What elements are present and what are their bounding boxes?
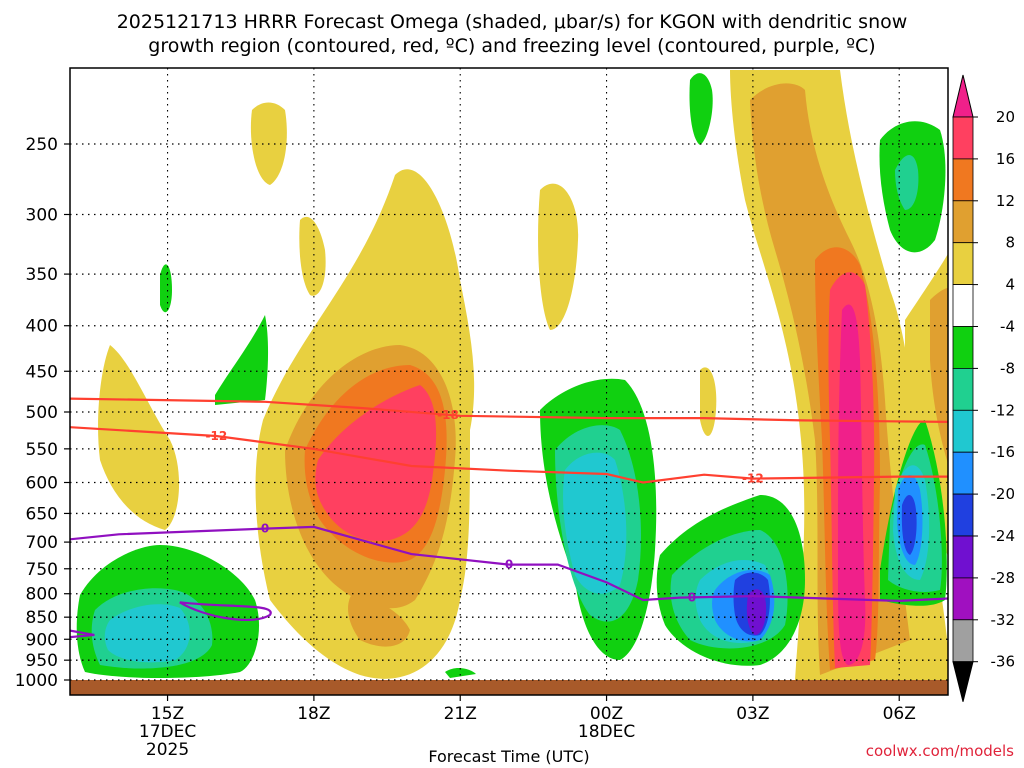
- colorbar: 20 16 12 8 4 -4 -8 -12 -16 -20 -24 -28 -32 -36: [952, 74, 1016, 702]
- x-tick-date: 17DEC: [139, 722, 196, 742]
- footer-url[interactable]: coolwx.com/models: [866, 742, 1014, 760]
- colorbar-label: -20: [991, 485, 1016, 503]
- ground-band: [70, 680, 948, 695]
- colorbar-swatch: [952, 367, 974, 411]
- colorbar-label: 20: [996, 108, 1015, 126]
- contour-label: 0: [505, 558, 513, 572]
- colorbar-label: -8: [1000, 359, 1015, 377]
- colorbar-swatch: [952, 326, 974, 369]
- colorbar-swatch: [952, 158, 974, 202]
- colorbar-swatch: [952, 493, 974, 537]
- colorbar-swatch: [952, 284, 974, 327]
- colorbar-label: 12: [996, 192, 1015, 210]
- y-tick-label: 400: [26, 317, 58, 337]
- contours: -18 -12 -12 0 0 0: [70, 397, 948, 639]
- omega-shading: [76, 70, 948, 680]
- colorbar-swatch: [952, 116, 974, 160]
- colorbar-label: -16: [991, 443, 1016, 461]
- y-tick-label: 700: [26, 533, 58, 553]
- omega-neg-region: [104, 604, 190, 663]
- colorbar-swatch: [952, 242, 974, 285]
- omega-pos-region: [299, 216, 326, 296]
- omega-neg-region: [895, 155, 919, 210]
- y-tick-label: 500: [26, 403, 58, 423]
- y-tick-label: 350: [26, 265, 58, 285]
- omega-neg-region: [901, 494, 917, 555]
- colorbar-label: -28: [991, 569, 1016, 587]
- x-tick-label: 03Z: [736, 704, 769, 724]
- colorbar-label: 8: [1005, 234, 1015, 252]
- y-tick-label: 300: [26, 205, 58, 225]
- contour-freezing-level-loop: [179, 601, 272, 622]
- colorbar-label: -32: [991, 611, 1016, 629]
- y-axis: 2503003504004505005506006507007508008509…: [15, 135, 70, 691]
- contour-label: -12: [205, 429, 227, 443]
- colorbar-label: 4: [1005, 276, 1015, 294]
- x-tick-label: 15Z: [151, 704, 184, 724]
- omega-neg-region: [445, 667, 476, 678]
- omega-pos-region: [98, 345, 180, 530]
- x-axis-label: Forecast Time (UTC): [428, 747, 589, 766]
- contour-freezing-level: [70, 525, 948, 603]
- omega-pos-region: [315, 385, 437, 541]
- colorbar-swatch: [952, 577, 974, 621]
- colorbar-top-arrow: [952, 74, 974, 118]
- omega-pos-region: [538, 183, 579, 330]
- y-tick-label: 250: [26, 135, 58, 155]
- y-tick-label: 850: [26, 608, 58, 628]
- omega-neg-region: [563, 452, 627, 594]
- chart-title-line2: growth region (contoured, red, ºC) and f…: [148, 35, 875, 57]
- plot-frame: [69, 67, 949, 696]
- contour-label: -12: [742, 472, 764, 486]
- colorbar-label: 16: [996, 150, 1015, 168]
- colorbar-swatch: [952, 451, 974, 495]
- gridlines: [70, 68, 948, 681]
- colorbar-bottom-arrow: [952, 661, 974, 702]
- y-tick-label: 600: [26, 473, 58, 493]
- omega-pos-region: [838, 304, 866, 665]
- y-tick-label: 450: [26, 362, 58, 382]
- omega-pos-region: [348, 590, 410, 647]
- colorbar-swatch: [952, 409, 974, 453]
- y-tick-label: 750: [26, 560, 58, 580]
- x-tick-year: 2025: [146, 740, 189, 760]
- omega-neg-region: [746, 589, 767, 635]
- y-tick-label: 800: [26, 585, 58, 605]
- colorbar-swatch: [952, 200, 974, 244]
- omega-pos-region: [930, 288, 948, 464]
- plot-area: -18 -12 -12 0 0 0: [70, 68, 948, 695]
- omega-neg-region: [215, 315, 269, 405]
- y-tick-label: 550: [26, 440, 58, 460]
- contour-freezing-level-edge: [70, 629, 95, 639]
- contour-label: 0: [261, 522, 269, 536]
- x-tick-label: 21Z: [444, 704, 477, 724]
- contour-label: 0: [688, 590, 696, 604]
- colorbar-swatch: [952, 619, 974, 663]
- contour-dendritic-lower: [70, 426, 948, 484]
- omega-neg-region: [689, 73, 713, 145]
- contour-dendritic-upper: [70, 397, 948, 423]
- y-tick-label: 650: [26, 504, 58, 524]
- y-tick-label: 1000: [15, 671, 58, 691]
- x-tick-date: 18DEC: [578, 722, 635, 742]
- x-tick-label: 06Z: [883, 704, 916, 724]
- colorbar-label: -36: [991, 653, 1016, 671]
- contour-label: -18: [437, 408, 459, 422]
- y-tick-label: 900: [26, 630, 58, 650]
- colorbar-label: -12: [991, 401, 1016, 419]
- y-tick-label: 950: [26, 651, 58, 671]
- x-tick-label: 00Z: [590, 704, 623, 724]
- colorbar-swatch: [952, 535, 974, 579]
- chart-title-line1: 2025121713 HRRR Forecast Omega (shaded, …: [117, 11, 908, 33]
- x-tick-label: 18Z: [297, 704, 330, 724]
- omega-neg-region: [160, 264, 172, 313]
- colorbar-label: -24: [991, 527, 1016, 545]
- colorbar-label: -4: [1000, 318, 1015, 336]
